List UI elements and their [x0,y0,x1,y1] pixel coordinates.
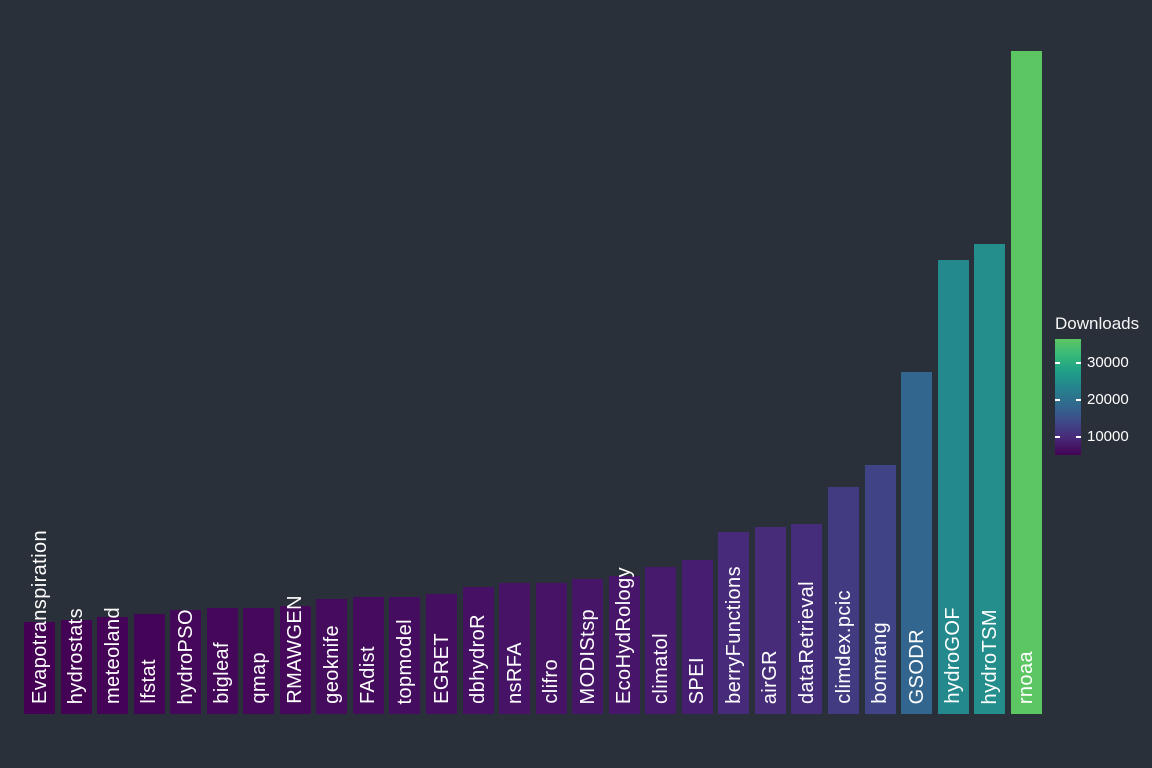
bar-chart: Evapotranspiration hydrostats meteoland lfs… [24,51,1042,714]
legend-tick-mark [1055,435,1060,438]
bar-label: qmap [247,652,270,704]
legend-colorbar: 10000 20000 30000 [1055,339,1129,455]
downloads-legend: Downloads 10000 20000 30000 [1055,314,1139,455]
bar-label: rnoaa [1015,650,1038,704]
legend-tick-mark [1055,362,1060,364]
bar-label: hydroPSO [174,608,197,704]
bar-label: FAdist [357,646,380,704]
bar-label: lfstat [138,659,161,704]
bar-dbhydroR: dbhydroR [462,586,494,714]
bar-bomrang: bomrang [864,465,896,714]
bar-meteoland: meteoland [97,607,129,714]
bar-label: topmodel [393,618,416,704]
bar-label: RMAWGEN [284,595,307,704]
bar-label: climatol [649,633,672,704]
legend-tick-mark [1076,435,1081,438]
bar-bigleaf: bigleaf [206,608,238,714]
legend-tick-mark [1076,362,1081,364]
bar-label: bomrang [869,622,892,704]
bar-topmodel: topmodel [389,596,421,714]
bar-label: GSODR [905,628,928,704]
bar-label: nsRFA [503,641,526,704]
bar-label: berryFunctions [722,566,745,704]
bar-MODIStsp: MODIStsp [572,578,604,714]
bar-FAdist: FAdist [352,597,384,714]
bar-rnoaa: rnoaa [1010,51,1042,714]
legend-tick-label: 30000 [1087,354,1129,371]
bar-climatol: climatol [645,566,677,714]
legend-title: Downloads [1055,314,1140,333]
bar-label: SPEI [686,656,709,704]
bar-hydrostats: hydrostats [60,608,92,714]
bar-dataRetrieval: dataRetrieval [791,524,823,714]
legend-tick-label: 20000 [1087,390,1129,408]
bar-label: hydroGOF [942,607,965,704]
bar-Evapotranspiration: Evapotranspiration [24,530,55,714]
bar-label: dataRetrieval [795,580,818,704]
bar-label: geoknife [320,625,343,704]
bar-berryFunctions: berryFunctions [718,531,750,714]
bar-lfstat: lfstat [133,614,165,714]
legend-tick-mark [1076,398,1081,401]
bar-SPEI: SPEI [681,560,713,714]
bar-label: bigleaf [211,642,234,704]
bar-label: EcoHydRology [613,566,636,704]
bar-airGR: airGR [754,526,786,714]
bar-label: clifro [540,659,563,704]
bar-clifro: clifro [535,582,567,714]
bar-hydroTSM: hydroTSM [974,244,1006,714]
legend-tick-label: 10000 [1087,427,1129,445]
bar-hydroPSO: hydroPSO [170,608,202,714]
bar-qmap: qmap [243,607,275,714]
bar-label: airGR [759,649,782,704]
bar-EGRET: EGRET [426,593,458,714]
bar-label: EGRET [430,633,453,704]
bar-label: dbhydroR [467,614,490,704]
bar-label: Evapotranspiration [28,530,51,704]
legend-tick-mark [1055,398,1060,401]
bar-RMAWGEN: RMAWGEN [279,595,311,714]
bar-nsRFA: nsRFA [499,583,531,714]
bar-GSODR: GSODR [901,372,933,714]
bar-hydroGOF: hydroGOF [937,259,969,714]
bar-label: MODIStsp [576,608,599,704]
bar-climdex.pcic: climdex.pcic [828,486,860,714]
bar-label: hydroTSM [978,608,1001,704]
bar-label: hydrostats [65,607,88,704]
bar-label: climdex.pcic [832,590,855,704]
bar-EcoHydRology: EcoHydRology [608,567,640,714]
bar-geoknife: geoknife [316,599,348,714]
bar-label: meteoland [101,607,124,704]
